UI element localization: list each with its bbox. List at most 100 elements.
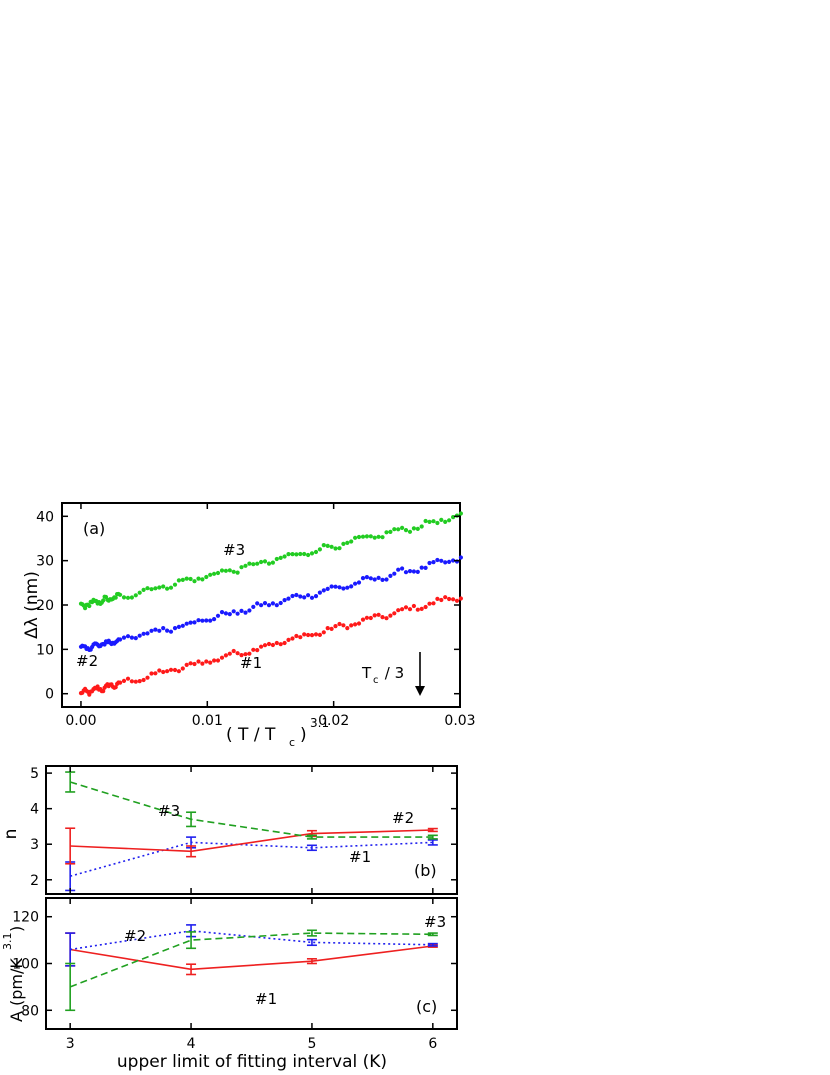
series-2-point xyxy=(255,601,260,606)
series-3-point xyxy=(113,595,118,600)
series-1-point xyxy=(235,651,240,656)
series-3-point xyxy=(388,529,393,535)
series-2-point xyxy=(129,635,134,640)
series-1-point xyxy=(176,669,181,674)
panel-c-frame xyxy=(45,897,458,1030)
series-1-point xyxy=(317,632,322,638)
series-3-point xyxy=(329,544,334,549)
series-1-point xyxy=(121,678,127,684)
series-2-point xyxy=(345,585,350,590)
series-2-point xyxy=(411,569,416,574)
series-3-point xyxy=(306,552,311,558)
tc-annotation: T c / 3 xyxy=(361,652,425,696)
series-1-point xyxy=(165,669,170,674)
series-3-point xyxy=(129,595,134,600)
series-2-point xyxy=(243,610,248,615)
series-3-point xyxy=(259,559,264,565)
series-1-point xyxy=(329,626,334,632)
series-2-point xyxy=(149,628,154,633)
series-2-point xyxy=(231,609,236,614)
series-2-point xyxy=(172,626,178,631)
series-1-point xyxy=(188,661,193,666)
series-3-point xyxy=(239,565,244,570)
series-2-point xyxy=(235,611,240,616)
series-3-point xyxy=(431,519,436,524)
panel-c-ylabel: A (pm/K 3.1 ) xyxy=(1,926,26,1022)
series-3-point xyxy=(313,549,319,555)
series-1-point xyxy=(400,607,405,612)
series-2-point xyxy=(443,560,448,565)
series-2-point xyxy=(396,567,401,572)
series-2-point xyxy=(192,620,197,625)
y-tick-label: 40 xyxy=(36,509,54,525)
series-2-point xyxy=(165,628,170,633)
series-1-point xyxy=(384,616,389,621)
x-tick-label: 3 xyxy=(66,1036,75,1052)
series-3-point xyxy=(153,586,158,591)
series-2-point xyxy=(137,633,142,638)
series-1-point xyxy=(313,632,319,637)
series-1-point xyxy=(411,603,416,609)
panel-c-series-label-3: #3 xyxy=(424,913,446,931)
series-3-point xyxy=(208,572,213,577)
series-3-point xyxy=(372,535,377,540)
series-1-point xyxy=(321,630,326,635)
series-1-point xyxy=(200,661,205,666)
series-3-point xyxy=(341,541,346,547)
series-1-point xyxy=(396,608,401,613)
series-2-point xyxy=(431,560,436,565)
x-tick-label: 0.02 xyxy=(318,713,349,729)
series-2-point xyxy=(349,584,354,589)
panel-a-xlabel: ( T / T c ) 3.1 xyxy=(226,716,329,749)
series-3-point xyxy=(309,551,315,556)
series-3-point xyxy=(396,527,401,532)
series-3-point xyxy=(294,552,299,557)
series-2-point xyxy=(145,631,150,636)
series-1-point xyxy=(360,617,366,622)
series-1-point xyxy=(243,652,248,657)
series-1-point xyxy=(341,623,346,628)
series-2-point xyxy=(176,624,181,630)
series-2-line xyxy=(70,829,433,853)
series-3-point xyxy=(321,543,326,548)
series-1-point xyxy=(231,648,236,654)
series-2-point xyxy=(364,575,369,580)
panel-c-label: (c) xyxy=(416,997,437,1016)
x-tick-label: 0.03 xyxy=(444,713,475,729)
series-2-point xyxy=(180,623,185,628)
series-2-point xyxy=(356,580,362,585)
series-2-point xyxy=(306,593,311,598)
y-tick-label: 0 xyxy=(45,687,54,703)
panel-a-label: (a) xyxy=(83,519,105,538)
series-1-point xyxy=(282,640,287,646)
series-2-point xyxy=(384,577,389,582)
y-tick-label: 4 xyxy=(30,802,39,818)
series-3-point xyxy=(298,551,303,557)
series-1-point xyxy=(247,651,252,656)
series-2-point xyxy=(204,618,209,623)
series-3-point xyxy=(184,576,189,581)
panel-a-xlabel-main: ( T / T xyxy=(226,725,276,745)
series-2-point xyxy=(427,560,432,566)
series-2-point xyxy=(368,576,373,581)
series-2-point xyxy=(372,577,377,582)
series-1-point xyxy=(435,596,440,602)
series-3-point xyxy=(337,546,342,551)
tc-annotation-sub: c xyxy=(373,675,379,686)
x-tick-label: 4 xyxy=(187,1036,196,1052)
panel-c-ylabel-close: ) xyxy=(7,926,26,932)
series-3-point xyxy=(212,571,217,576)
series-1-point xyxy=(192,661,197,667)
series-3-point xyxy=(168,585,174,590)
series-1-point xyxy=(353,622,358,627)
series-2-point xyxy=(451,558,456,563)
series-1-point xyxy=(145,675,150,680)
series-1-point xyxy=(196,659,201,664)
panel-b-series-label-3: #3 xyxy=(158,802,180,820)
series-1-point xyxy=(184,662,189,668)
series-1-point xyxy=(180,666,185,671)
panel-a-xlabel-sup: 3.1 xyxy=(310,716,329,730)
series-3-point xyxy=(353,535,358,540)
series-1-point xyxy=(407,607,413,612)
series-3-point xyxy=(157,585,162,590)
